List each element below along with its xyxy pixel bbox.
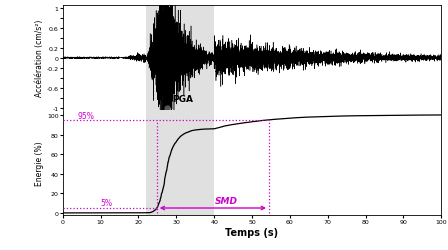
Y-axis label: Accélération (cm/s²): Accélération (cm/s²) [34, 20, 43, 97]
Text: PGA: PGA [172, 95, 194, 104]
Text: SMD: SMD [215, 196, 238, 205]
X-axis label: Temps (s): Temps (s) [225, 227, 279, 237]
Bar [146, 6, 214, 110]
Text: 5%: 5% [101, 198, 112, 207]
Bar [146, 110, 214, 215]
Y-axis label: Energie (%): Energie (%) [35, 140, 44, 185]
Text: 95%: 95% [78, 112, 95, 120]
